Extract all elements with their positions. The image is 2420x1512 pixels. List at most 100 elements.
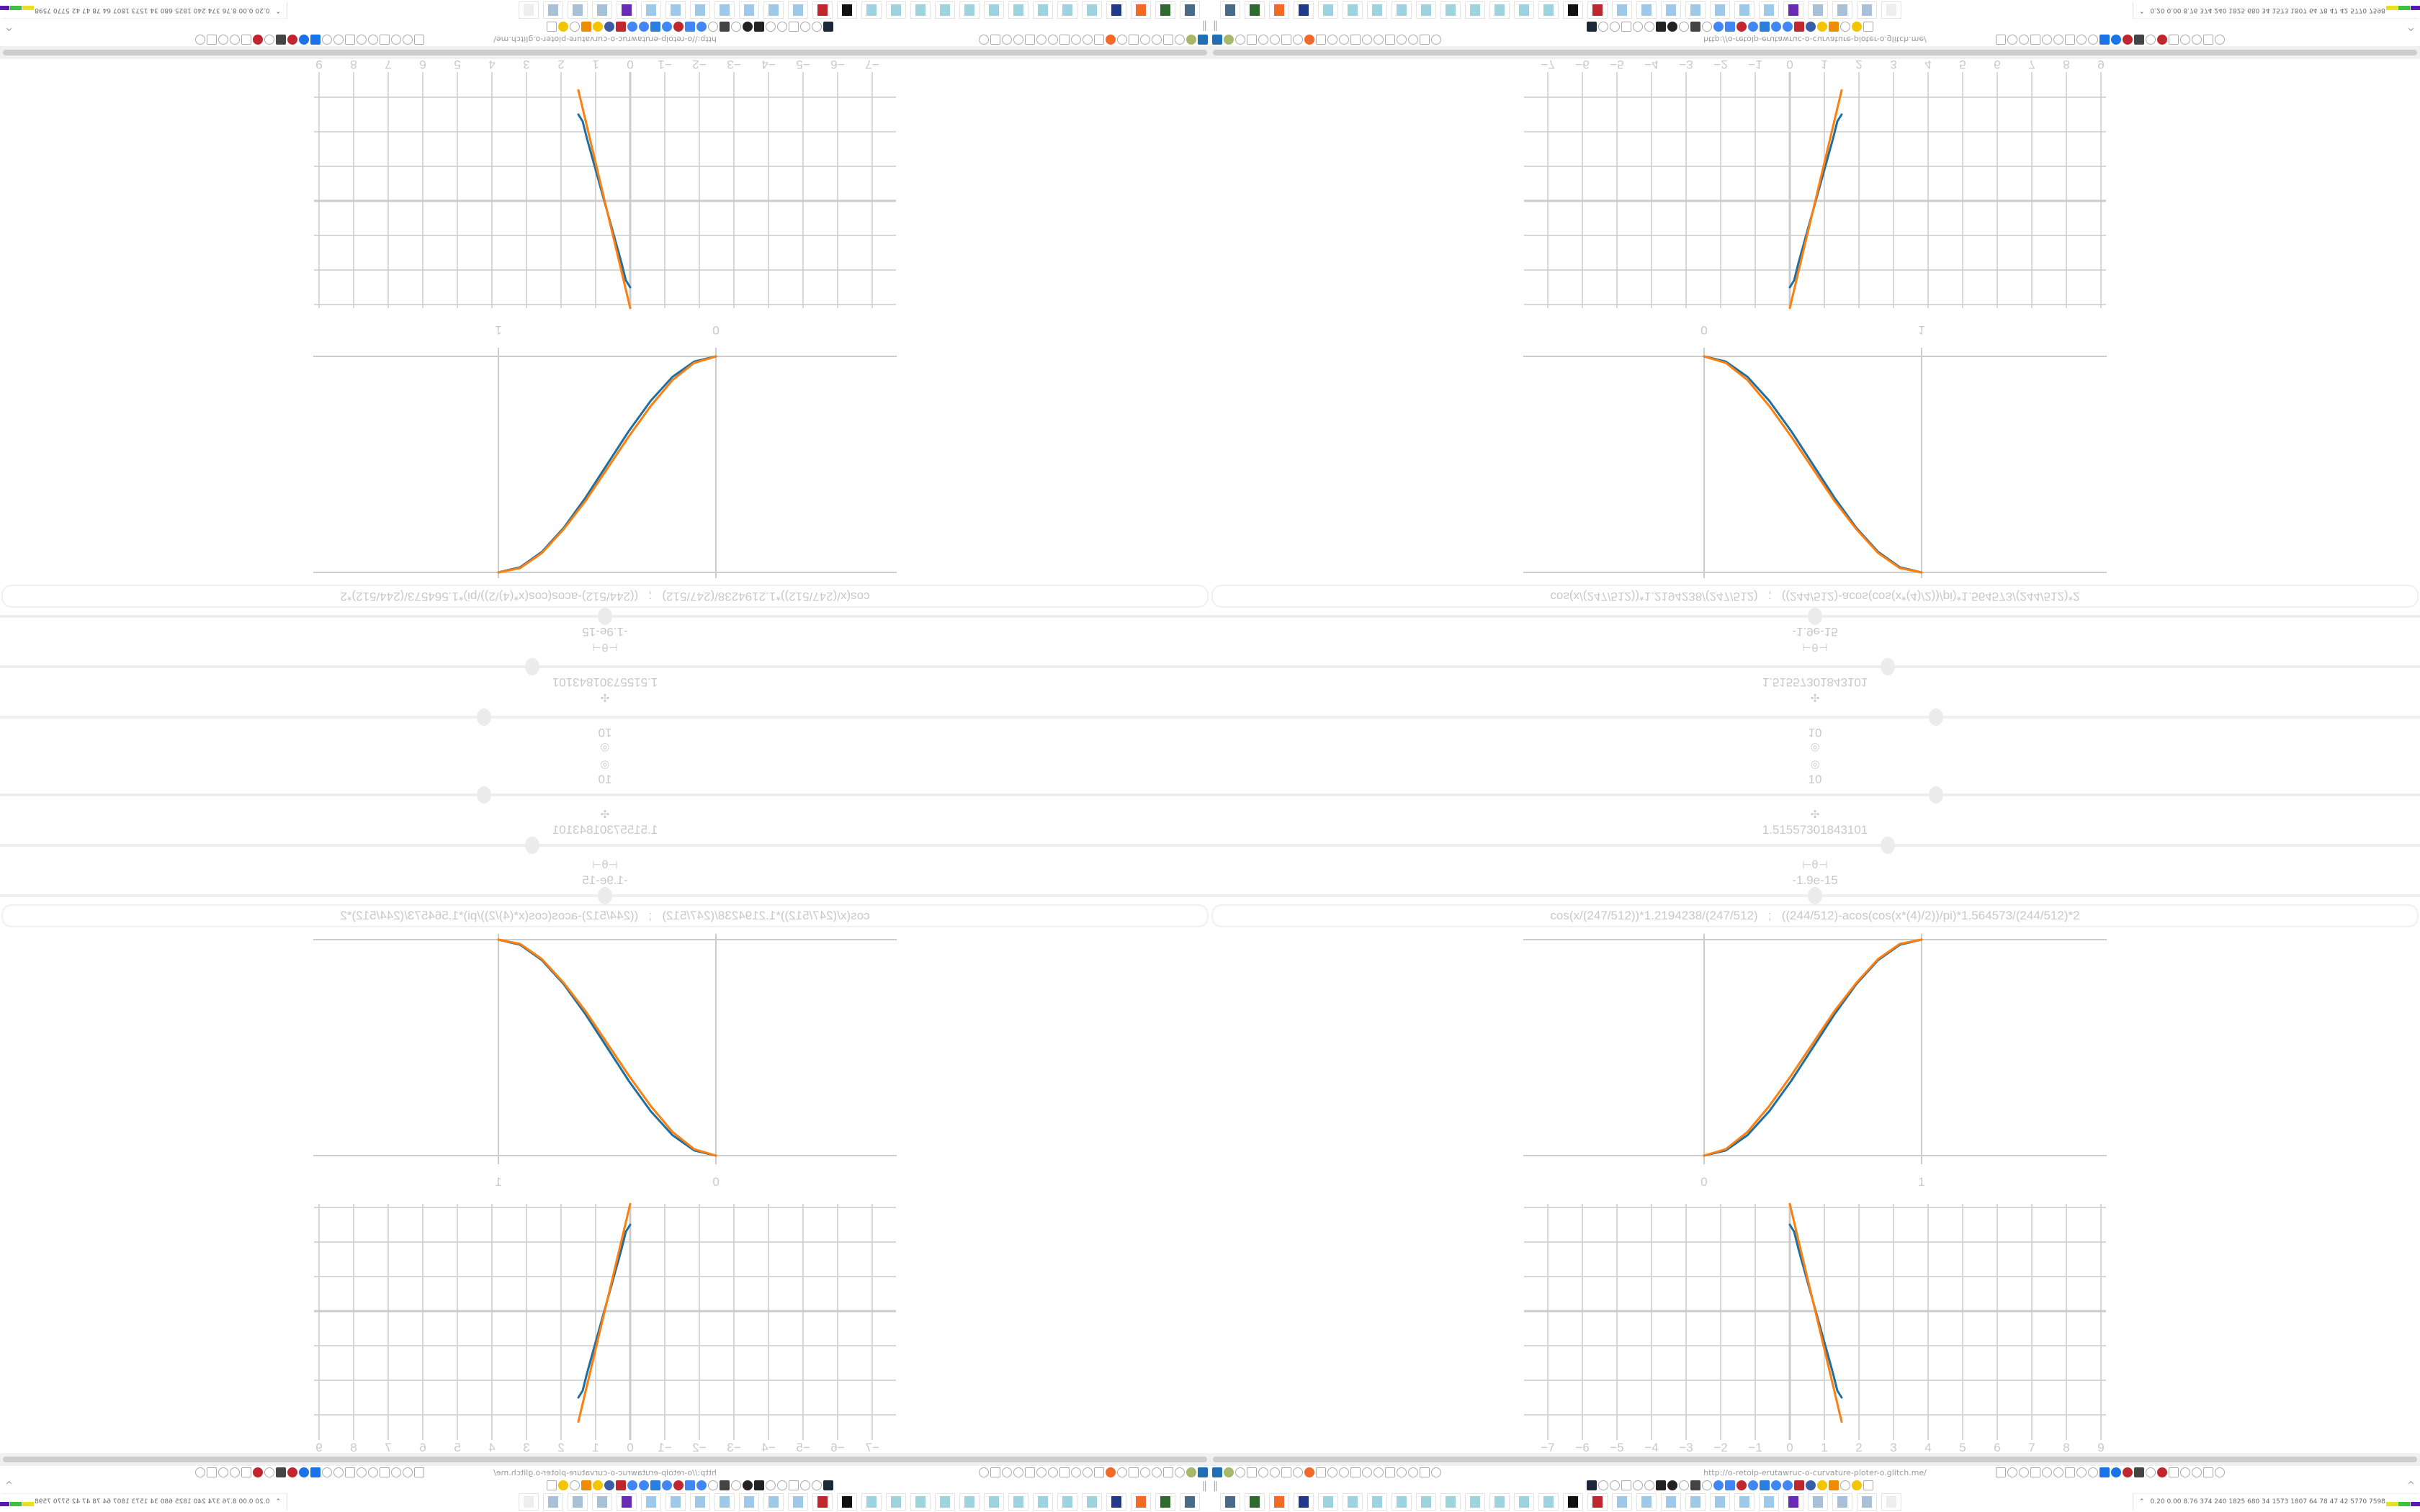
pause-icon[interactable]: ‖ xyxy=(1213,1480,1218,1492)
taskbar-app[interactable] xyxy=(1587,1,1608,19)
forward-icon[interactable] xyxy=(2019,35,2029,45)
pause-icon[interactable]: ‖ xyxy=(1202,20,1207,32)
bookmark-icon[interactable] xyxy=(766,22,776,32)
forward-icon[interactable] xyxy=(391,1467,401,1477)
scrollbar-thumb[interactable] xyxy=(3,1457,1207,1462)
taskbar-app[interactable] xyxy=(1832,1,1852,19)
cc-icon[interactable] xyxy=(1598,1480,1608,1490)
trash-icon[interactable] xyxy=(2134,35,2144,45)
slider-thumb[interactable] xyxy=(1808,887,1822,904)
gear-icon[interactable] xyxy=(2088,1467,2098,1477)
bookmark-icon[interactable] xyxy=(1644,1480,1654,1490)
reload-icon[interactable] xyxy=(2030,35,2040,45)
taskbar-app[interactable] xyxy=(1269,1,1289,19)
forward-icon[interactable] xyxy=(2019,1467,2029,1477)
google-icon[interactable] xyxy=(1771,1480,1781,1490)
url-bar[interactable]: http://o-retolp-erutawruc-o-curvature-pl… xyxy=(1703,35,1927,44)
reload-icon[interactable] xyxy=(2030,1467,2040,1477)
taskbar-app[interactable] xyxy=(568,1,588,19)
taskbar-app[interactable] xyxy=(1538,1,1559,19)
star-icon[interactable] xyxy=(2007,35,2017,45)
chart-icon[interactable] xyxy=(1667,22,1677,32)
taskbar-app[interactable] xyxy=(861,1,882,19)
google-icon[interactable] xyxy=(627,22,637,32)
taskbar-app[interactable] xyxy=(1808,1493,1828,1511)
google-icon[interactable] xyxy=(696,1480,707,1490)
taskbar-app[interactable] xyxy=(984,1493,1004,1511)
taskbar-app[interactable] xyxy=(1008,1,1028,19)
grid-icon[interactable] xyxy=(604,22,614,32)
google-icon[interactable] xyxy=(1748,22,1758,32)
taskbar-app[interactable] xyxy=(519,1,539,19)
gear-icon[interactable] xyxy=(230,1467,240,1477)
taskbar-app[interactable] xyxy=(568,1493,588,1511)
steam-icon[interactable] xyxy=(1587,1480,1597,1490)
taskbar-app[interactable] xyxy=(1057,1493,1077,1511)
extension-icon[interactable] xyxy=(345,1467,355,1477)
globe-icon[interactable] xyxy=(777,1480,787,1490)
wikipedia-icon[interactable] xyxy=(1656,1480,1666,1490)
taskbar-app[interactable] xyxy=(739,1,759,19)
google-icon[interactable] xyxy=(1783,22,1793,32)
cc-icon[interactable] xyxy=(1840,1480,1850,1490)
chart-icon[interactable] xyxy=(743,22,753,32)
red-icon[interactable] xyxy=(616,1480,626,1490)
speaker-icon[interactable] xyxy=(800,1480,810,1490)
taskbar-app[interactable] xyxy=(1881,1493,1901,1511)
taskbar-app[interactable] xyxy=(812,1,833,19)
wrench-icon[interactable] xyxy=(207,1467,217,1477)
square-icon[interactable] xyxy=(1373,1467,1384,1477)
google-icon[interactable] xyxy=(685,1480,695,1490)
taskbar-app[interactable] xyxy=(690,1,710,19)
grid-icon[interactable] xyxy=(1806,1480,1816,1490)
parameter-slider[interactable] xyxy=(1210,786,2420,804)
taskbar-app[interactable] xyxy=(1563,1493,1583,1511)
translate-icon[interactable] xyxy=(1996,1467,2006,1477)
download-icon[interactable] xyxy=(2042,1467,2052,1477)
download-icon[interactable] xyxy=(368,35,378,45)
globe-icon[interactable] xyxy=(1235,1467,1245,1477)
pen-icon[interactable] xyxy=(2053,35,2063,45)
taskbar-app[interactable] xyxy=(1759,1,1779,19)
taskbar-app[interactable] xyxy=(1392,1493,1412,1511)
google-icon[interactable] xyxy=(627,1480,637,1490)
taskbar-app[interactable] xyxy=(959,1,980,19)
folder-icon[interactable] xyxy=(1397,1467,1407,1477)
google-icon[interactable] xyxy=(1725,1480,1735,1490)
taskbar-app[interactable] xyxy=(1759,1493,1779,1511)
circle-icon[interactable] xyxy=(2076,35,2087,45)
scrollbar-thumb[interactable] xyxy=(3,50,1207,55)
gear-icon[interactable] xyxy=(322,35,332,45)
yellow-icon[interactable] xyxy=(1852,1480,1862,1490)
taskbar-app[interactable] xyxy=(788,1493,808,1511)
steam-icon[interactable] xyxy=(823,1480,833,1490)
headphones-icon[interactable] xyxy=(1258,1467,1268,1477)
taskbar-app[interactable] xyxy=(641,1,661,19)
speaker-icon[interactable] xyxy=(1610,22,1620,32)
taskbar-app[interactable] xyxy=(1734,1,1754,19)
shield-icon[interactable] xyxy=(1420,1467,1430,1477)
pen-icon[interactable] xyxy=(2053,1467,2063,1477)
star-icon[interactable] xyxy=(403,1467,413,1477)
taskbar-app[interactable] xyxy=(1612,1493,1632,1511)
taskbar-app[interactable] xyxy=(1245,1493,1265,1511)
parameter-slider[interactable] xyxy=(1210,887,2420,904)
taskbar-app[interactable] xyxy=(1440,1,1461,19)
taskbar-app[interactable] xyxy=(1881,1,1901,19)
url-bar[interactable]: http://o-retolp-erutawruc-o-curvature-pl… xyxy=(1703,1468,1927,1477)
red-icon[interactable] xyxy=(2157,1467,2167,1477)
taskbar-app[interactable] xyxy=(519,1493,539,1511)
yellow-icon[interactable] xyxy=(593,22,603,32)
circle-icon[interactable] xyxy=(333,35,344,45)
red-gear-icon[interactable] xyxy=(1736,22,1747,32)
red-gear-icon[interactable] xyxy=(673,1480,684,1490)
extension-icon[interactable] xyxy=(345,35,355,45)
taskbar-app[interactable] xyxy=(1661,1493,1681,1511)
taskbar-app[interactable] xyxy=(543,1,563,19)
globe-icon[interactable] xyxy=(1247,1467,1257,1477)
pen-icon[interactable] xyxy=(357,1467,367,1477)
globe-icon[interactable] xyxy=(241,1467,251,1477)
taskbar-app[interactable] xyxy=(690,1493,710,1511)
chevron-up-icon[interactable]: ^ xyxy=(2407,21,2415,32)
taskbar-app[interactable] xyxy=(984,1,1004,19)
